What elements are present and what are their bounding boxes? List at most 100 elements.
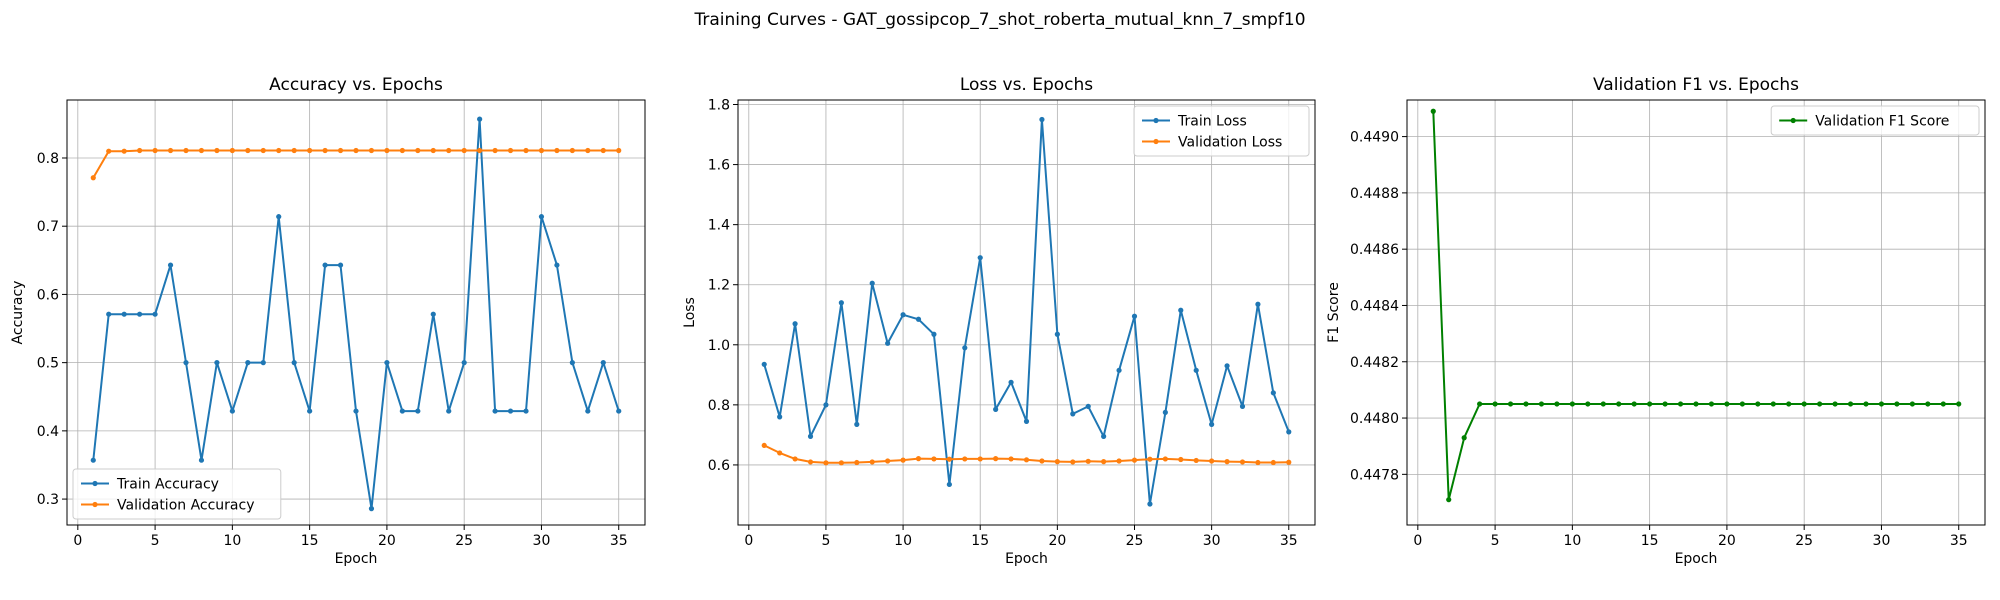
loss-data-point xyxy=(792,456,798,462)
accuracy-data-point xyxy=(430,147,436,154)
loss-data-point xyxy=(977,456,983,462)
accuracy-data-point xyxy=(214,147,220,154)
loss-data-point xyxy=(1131,313,1138,319)
f1-data-point xyxy=(1538,401,1545,407)
accuracy-data-point xyxy=(399,408,405,414)
f1-data-point xyxy=(1600,401,1606,407)
f1-title: Validation F1 vs. Epochs xyxy=(1593,75,1799,95)
f1-data-point xyxy=(1708,401,1715,407)
loss-data-point xyxy=(1255,459,1261,466)
accuracy-xtick-label: 5 xyxy=(151,533,160,549)
loss-data-point xyxy=(1070,411,1076,417)
accuracy-ytick-label: 0.6 xyxy=(37,287,59,303)
loss-data-point xyxy=(1085,458,1091,464)
loss-data-point xyxy=(1039,116,1045,123)
loss-data-point xyxy=(1286,459,1292,465)
accuracy-data-point xyxy=(276,147,282,154)
f1-legend-swatch-marker xyxy=(1790,117,1796,124)
loss-legend-label: Train Loss xyxy=(1177,114,1247,130)
accuracy-data-point xyxy=(245,360,251,366)
accuracy-data-point xyxy=(523,408,529,414)
f1-data-point xyxy=(1878,401,1885,407)
f1-data-point xyxy=(1677,401,1684,407)
loss-data-point xyxy=(1209,458,1215,464)
loss-data-point xyxy=(1270,390,1276,396)
accuracy-data-point xyxy=(353,408,359,414)
accuracy-data-point xyxy=(554,262,560,268)
accuracy-data-point xyxy=(137,147,143,154)
loss-data-point xyxy=(1193,367,1199,373)
f1-data-point xyxy=(1956,401,1962,407)
loss-data-point xyxy=(1224,459,1230,465)
f1-ytick-label: 0.4484 xyxy=(1350,298,1399,314)
loss-xtick-label: 15 xyxy=(971,533,989,549)
accuracy-legend-label: Train Accuracy xyxy=(116,477,219,493)
f1-data-point xyxy=(1940,401,1946,407)
f1-data-point xyxy=(1461,435,1467,441)
accuracy-data-point xyxy=(477,116,483,122)
accuracy-xtick-label: 30 xyxy=(533,533,551,549)
loss-data-point xyxy=(946,456,952,462)
f1-ytick-label: 0.4486 xyxy=(1350,242,1399,258)
accuracy-data-point xyxy=(260,147,266,154)
f1-data-point xyxy=(1585,401,1591,407)
f1-data-point xyxy=(1477,401,1483,407)
accuracy-data-point xyxy=(214,360,220,366)
loss-data-point xyxy=(1101,459,1107,465)
accuracy-data-point xyxy=(600,360,606,366)
loss-data-point xyxy=(1255,301,1261,307)
accuracy-data-point xyxy=(384,360,390,366)
loss-data-point xyxy=(869,459,875,465)
f1-data-point xyxy=(1724,401,1730,407)
loss-data-point xyxy=(931,456,937,462)
accuracy-data-point xyxy=(538,147,545,154)
f1-data-point xyxy=(1801,401,1807,407)
accuracy-data-point xyxy=(585,147,591,154)
accuracy-data-point xyxy=(307,147,313,154)
f1-xtick-label: 10 xyxy=(1563,533,1581,549)
loss-data-point xyxy=(1209,421,1215,427)
loss-xtick-label: 35 xyxy=(1280,533,1298,549)
f1-axes-frame xyxy=(1406,99,1986,526)
accuracy-ytick-label: 0.3 xyxy=(37,492,59,508)
loss-data-point xyxy=(931,331,937,337)
loss-data-point xyxy=(885,458,891,464)
accuracy-xtick-label: 15 xyxy=(301,533,319,549)
loss-xlabel: Epoch xyxy=(1005,551,1048,567)
f1-xtick-label: 20 xyxy=(1718,533,1736,549)
loss-data-point xyxy=(777,414,783,420)
loss-data-point xyxy=(1039,458,1045,464)
accuracy-axes-frame xyxy=(66,99,646,526)
f1-xtick-label: 5 xyxy=(1491,533,1500,549)
f1-xtick-label: 30 xyxy=(1873,533,1891,549)
accuracy-xtick-label: 35 xyxy=(610,533,628,549)
accuracy-xlabel: Epoch xyxy=(335,551,378,567)
loss-data-point xyxy=(1162,456,1168,462)
f1-legend-label: Validation F1 Score xyxy=(1815,114,1949,130)
loss-data-point xyxy=(946,481,952,488)
accuracy-series-1 xyxy=(90,147,622,181)
figure-suptitle: Training Curves - GAT_gossipcop_7_shot_r… xyxy=(693,10,1305,30)
accuracy-data-point xyxy=(137,311,143,317)
loss-data-point xyxy=(1131,457,1138,463)
accuracy-xtick-label: 0 xyxy=(73,533,82,549)
f1-grid xyxy=(1407,100,1985,525)
accuracy-data-point xyxy=(229,408,235,414)
accuracy-data-point xyxy=(121,148,127,154)
accuracy-data-point xyxy=(276,214,282,220)
f1-ytick-label: 0.4480 xyxy=(1350,411,1399,427)
loss-xtick-label: 20 xyxy=(1048,533,1066,549)
accuracy-data-point xyxy=(492,147,498,154)
accuracy-legend-swatch-marker xyxy=(92,480,98,487)
f1-data-point xyxy=(1739,401,1745,407)
accuracy-data-point xyxy=(569,360,575,366)
accuracy-xtick-label: 10 xyxy=(223,533,241,549)
accuracy-data-point xyxy=(121,311,127,317)
accuracy-data-point xyxy=(198,457,205,463)
accuracy-data-point xyxy=(90,175,96,181)
accuracy-data-point xyxy=(291,147,297,154)
f1-xtick-label: 0 xyxy=(1413,533,1422,549)
loss-ytick-label: 1.8 xyxy=(708,98,730,114)
f1-data-point xyxy=(1909,401,1915,407)
loss-data-point xyxy=(854,459,860,466)
